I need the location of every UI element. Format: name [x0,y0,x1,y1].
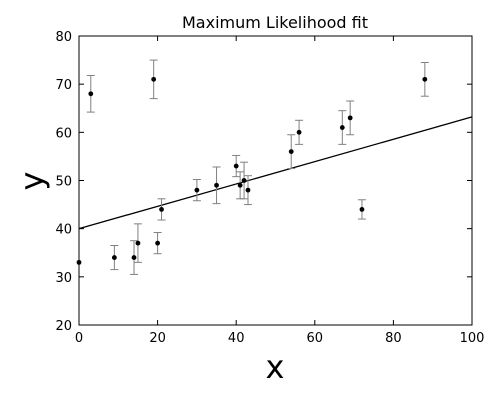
x-tick-label: 100 [460,331,485,346]
data-point [77,260,82,265]
data-point [136,241,141,246]
data-point [340,125,345,130]
y-tick-label: 30 [55,271,72,286]
data-point [348,115,353,120]
data-point [289,149,294,154]
data-point [159,207,164,212]
data-point [238,183,243,188]
y-axis-label: y [13,172,51,191]
x-tick-label: 0 [75,331,83,346]
x-tick-label: 40 [228,331,245,346]
data-point [151,77,156,82]
y-tick-label: 70 [55,78,72,93]
x-tick-label: 60 [307,331,324,346]
data-point [360,207,365,212]
data-point [214,183,219,188]
data-point [246,188,251,193]
data-point [422,77,427,82]
y-tick-label: 60 [55,126,72,141]
y-tick-label: 40 [55,223,72,238]
x-tick-label: 80 [385,331,402,346]
data-point [155,241,160,246]
data-point [112,255,117,260]
data-point [297,130,302,135]
data-point [195,188,200,193]
data-point [234,164,239,169]
data-point [242,178,247,183]
plot-area [79,36,472,325]
x-tick-label: 20 [149,331,166,346]
data-point [132,255,137,260]
y-tick-label: 20 [55,319,72,334]
x-axis-label: x [266,348,285,386]
chart-title: Maximum Likelihood fit [182,13,368,32]
data-point [88,91,93,96]
y-tick-label: 80 [55,30,72,45]
y-tick-label: 50 [55,175,72,190]
